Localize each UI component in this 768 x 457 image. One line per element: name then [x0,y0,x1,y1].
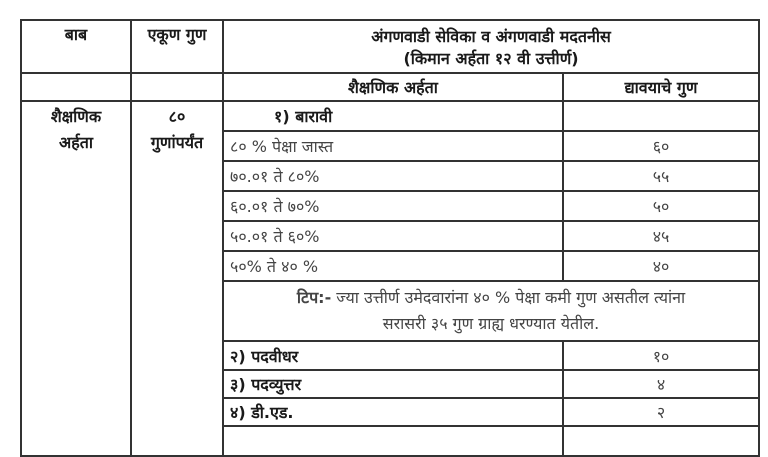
qualification-cell: २) पदवीधर [222,340,564,371]
qualification-cell: ३) पदव्युत्तर [222,369,564,399]
subject-line: अर्हता [59,133,93,152]
note-cell: टिप:- ज्या उत्तीर्ण उमेदवारांना ४० % पेक… [221,280,761,342]
marks-cell: १० [561,340,761,371]
table-row: ७०.०१ ते ८०% ५५ [21,160,761,192]
table-row: ४) डी.एड. २ [21,397,761,427]
empty-cell [561,100,761,132]
total-line: गुणांपर्यंत [150,133,204,152]
note-line1: ज्या उत्तीर्ण उमेदवारांना ४० % पेक्षा कम… [331,288,686,307]
table-row: २) पदवीधर १० [21,340,761,371]
header-row: बाब एकूण गुण अंगणवाडी सेविका व अंगणवाडी … [20,19,761,74]
empty-cell [222,425,564,457]
note-line2: सरासरी ३५ गुण ग्राह्य धरण्यात येतील. [382,314,600,333]
header-total-marks: एकूण गुण [130,19,224,74]
subheader-row: शैक्षणिक अर्हता द्यावयाचे गुण [20,72,761,102]
header-post: अंगणवाडी सेविका व अंगणवाडी मदतनीस (किमान… [221,19,761,74]
marks-cell: ४५ [561,220,761,252]
marks-cell: ५० [561,190,761,222]
note-prefix: टिप:- [296,288,332,307]
table-row: ३) पदव्युत्तर ४ [21,369,761,399]
post-title: अंगणवाडी सेविका व अंगणवाडी मदतनीस [371,26,611,46]
empty-cell [130,72,224,102]
marks-cell: ६० [561,130,761,162]
marks-cell: २ [561,397,761,427]
header-subject: बाब [20,19,132,74]
table-row: ५०.०१ ते ६०% ४५ [21,220,761,252]
marks-cell: ४ [561,369,761,399]
range-cell: ८० % पेक्षा जास्त [222,130,564,162]
header-edu-qualification: शैक्षणिक अर्हता [222,72,564,102]
range-cell: ५०.०१ ते ६०% [222,220,564,252]
note-row: टिप:- ज्या उत्तीर्ण उमेदवारांना ४० % पेक… [21,280,761,342]
marks-cell: ५५ [561,160,761,192]
range-cell: ६०.०१ ते ७०% [222,190,564,222]
table-row: ५०% ते ४० % ४० [21,250,761,282]
empty-cell [561,425,761,457]
marks-cell: ४० [561,250,761,282]
total-line: ८० [168,107,186,126]
range-cell: ७०.०१ ते ८०% [222,160,564,192]
subject-line: शैक्षणिक [50,107,102,126]
table-row: ६०.०१ ते ७०% ५० [21,190,761,222]
range-cell: ५०% ते ४० % [222,250,564,282]
header-marks-given: द्यावयाचे गुण [561,72,761,102]
section-total: ८० गुणांपर्यंत [130,100,224,457]
empty-cell [20,72,132,102]
section-subject: शैक्षणिक अर्हता [20,100,132,457]
twelfth-label: १) बारावी [222,100,564,132]
min-qualification: (किमान अर्हता १२ वी उत्तीर्ण) [403,48,579,68]
qualification-cell: ४) डी.एड. [222,397,564,427]
table-row: ८० % पेक्षा जास्त ६० [21,130,761,162]
table-row: शैक्षणिक अर्हता ८० गुणांपर्यंत १) बारावी [20,100,761,457]
marks-table: बाब एकूण गुण अंगणवाडी सेविका व अंगणवाडी … [20,19,761,457]
